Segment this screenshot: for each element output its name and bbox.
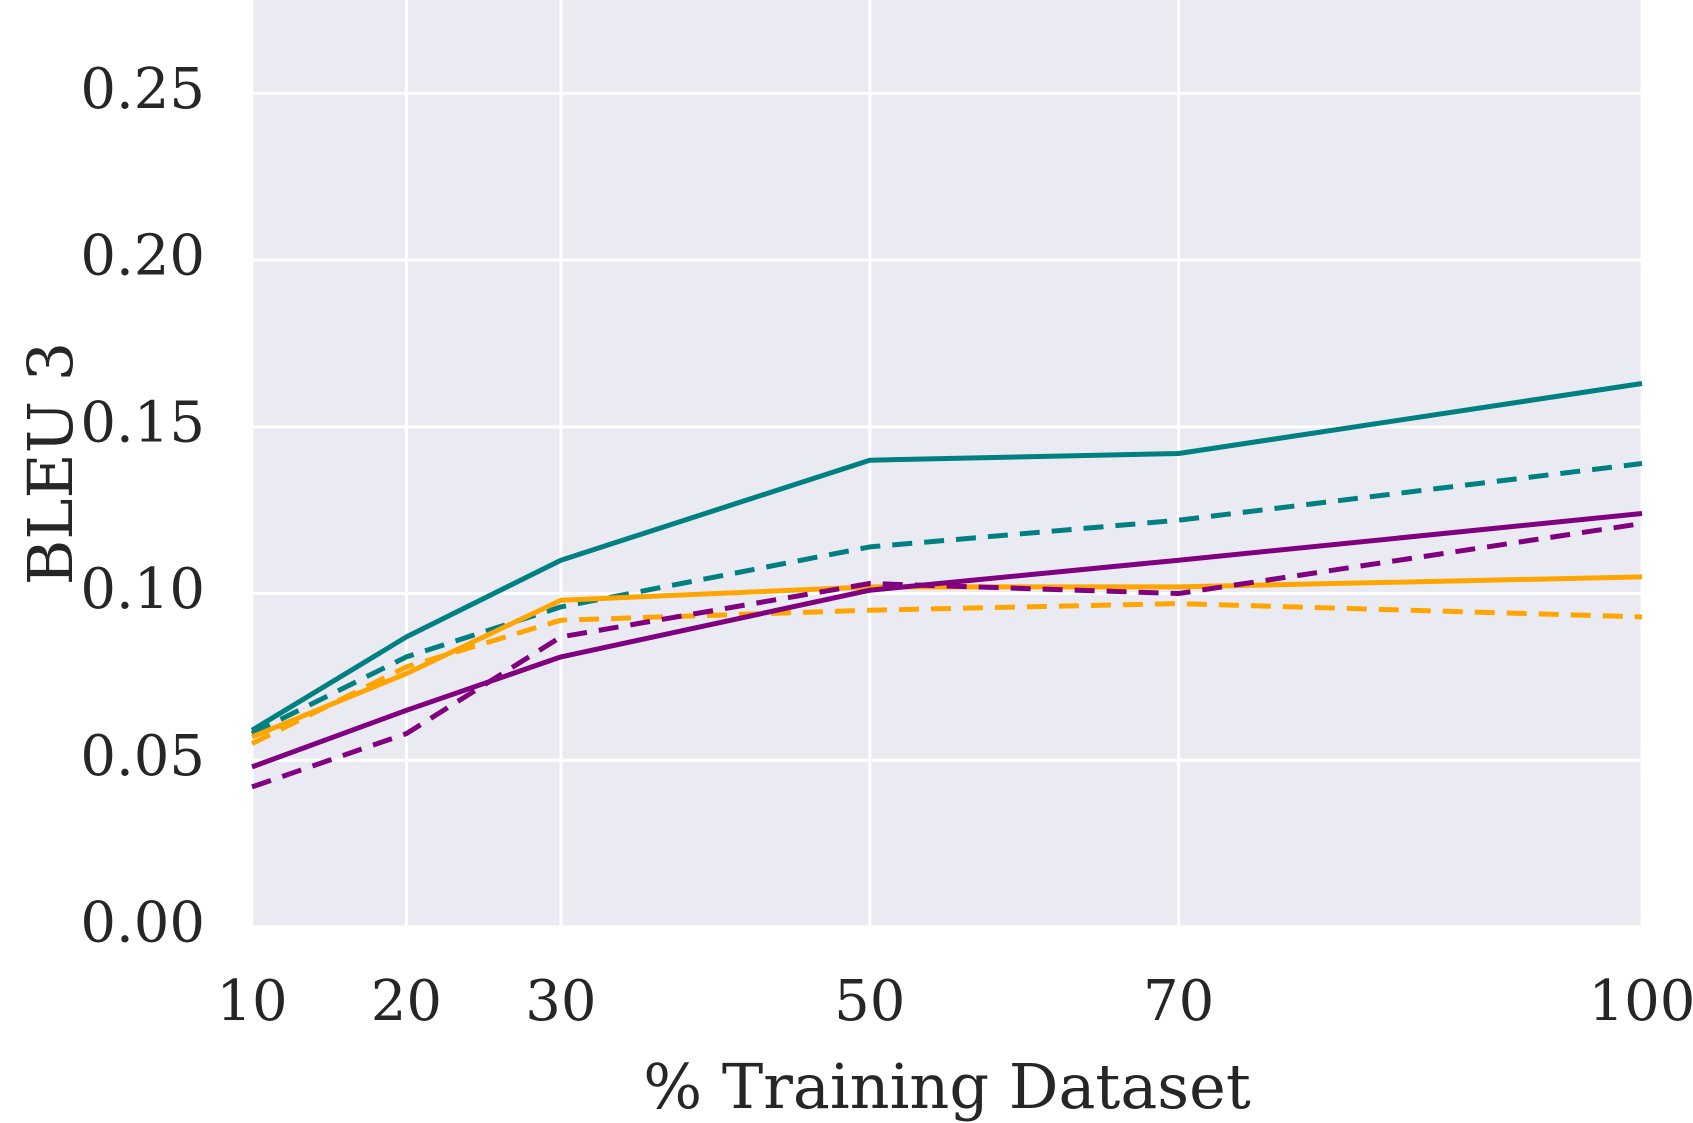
series-line-2-dashed <box>250 461 1643 736</box>
x-tick-label: 20 <box>371 969 442 1034</box>
series-line-3-solid <box>251 574 1643 740</box>
x-tick-label: 100 <box>1589 969 1693 1034</box>
y-tick-label: 0.20 <box>80 224 205 289</box>
y-axis-label: BLEU 3 <box>14 342 87 585</box>
x-tick-label: 30 <box>525 969 596 1034</box>
y-tick-label: 0.00 <box>80 891 205 956</box>
y-tick-label: 0.05 <box>80 724 205 789</box>
x-axis-label: % Training Dataset <box>643 1050 1251 1123</box>
series-line-4-dashed <box>250 601 1643 746</box>
y-tick-labels: 0.00 0.05 0.10 0.15 0.20 0.25 <box>80 57 205 956</box>
x-tick-label: 10 <box>216 969 287 1034</box>
y-tick-label: 0.25 <box>80 57 205 122</box>
series-line-1-solid <box>250 381 1643 733</box>
plot-background <box>252 0 1642 927</box>
series-line-5-solid <box>251 511 1643 770</box>
x-tick-labels: 10 20 30 50 70 100 <box>216 969 1693 1034</box>
x-tick-label: 50 <box>834 969 905 1034</box>
y-tick-label: 0.15 <box>80 390 205 455</box>
series-line-6-dashed <box>251 521 1643 790</box>
y-tick-label: 0.10 <box>80 557 205 622</box>
series-group <box>250 381 1643 790</box>
x-tick-label: 70 <box>1143 969 1214 1034</box>
